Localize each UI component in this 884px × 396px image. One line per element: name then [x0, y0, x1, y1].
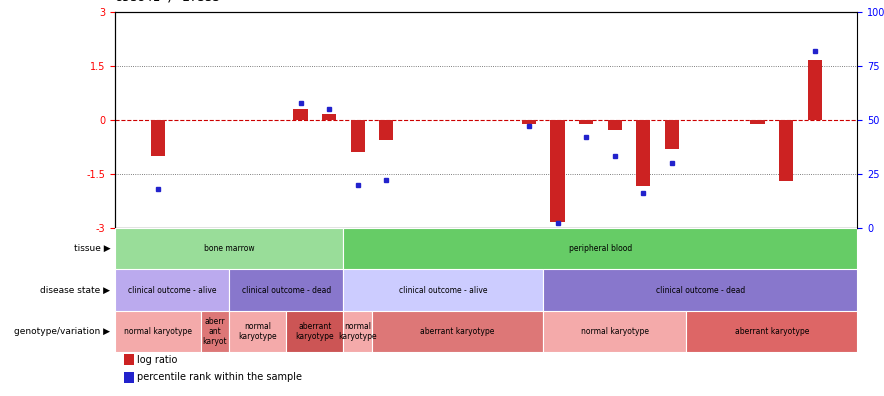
Bar: [807, 61, 822, 120]
Bar: [229, 311, 286, 352]
Bar: [115, 269, 229, 311]
Text: tissue ▶: tissue ▶: [74, 244, 110, 253]
Text: GDS841 / 27333: GDS841 / 27333: [115, 0, 220, 4]
Bar: [293, 109, 308, 120]
Bar: [201, 311, 229, 352]
Bar: [115, 311, 201, 352]
Bar: [544, 269, 857, 311]
Bar: [544, 311, 686, 352]
Bar: [343, 311, 372, 352]
Bar: [343, 269, 544, 311]
Text: bone marrow: bone marrow: [204, 244, 255, 253]
Text: normal
karyotype: normal karyotype: [239, 322, 277, 341]
Text: clinical outcome - dead: clinical outcome - dead: [656, 286, 745, 295]
Bar: [522, 120, 537, 124]
Bar: [751, 120, 765, 124]
Bar: [607, 120, 621, 130]
Text: percentile rank within the sample: percentile rank within the sample: [137, 372, 302, 383]
Bar: [286, 311, 343, 352]
Text: genotype/variation ▶: genotype/variation ▶: [14, 327, 110, 336]
Text: clinical outcome - alive: clinical outcome - alive: [399, 286, 488, 295]
Bar: [322, 114, 336, 120]
Text: peripheral blood: peripheral blood: [568, 244, 632, 253]
Text: normal karyotype: normal karyotype: [581, 327, 649, 336]
Bar: [779, 120, 793, 181]
Text: normal
karyotype: normal karyotype: [339, 322, 377, 341]
Text: aberrant karyotype: aberrant karyotype: [735, 327, 809, 336]
Text: normal karyotype: normal karyotype: [124, 327, 192, 336]
Bar: [115, 228, 343, 269]
Text: aberr
ant
karyot: aberr ant karyot: [202, 318, 227, 346]
Bar: [686, 311, 857, 352]
Bar: [343, 228, 857, 269]
Text: disease state ▶: disease state ▶: [41, 286, 110, 295]
Text: log ratio: log ratio: [137, 354, 178, 365]
Bar: [551, 120, 565, 222]
Bar: [150, 120, 165, 156]
Text: aberrant karyotype: aberrant karyotype: [421, 327, 495, 336]
Bar: [579, 120, 593, 124]
Text: aberrant
karyotype: aberrant karyotype: [295, 322, 334, 341]
Bar: [351, 120, 365, 152]
Bar: [372, 311, 544, 352]
Bar: [229, 269, 343, 311]
Bar: [379, 120, 393, 139]
Bar: [636, 120, 651, 187]
Bar: [665, 120, 679, 148]
Text: clinical outcome - alive: clinical outcome - alive: [128, 286, 217, 295]
Text: clinical outcome - dead: clinical outcome - dead: [241, 286, 331, 295]
